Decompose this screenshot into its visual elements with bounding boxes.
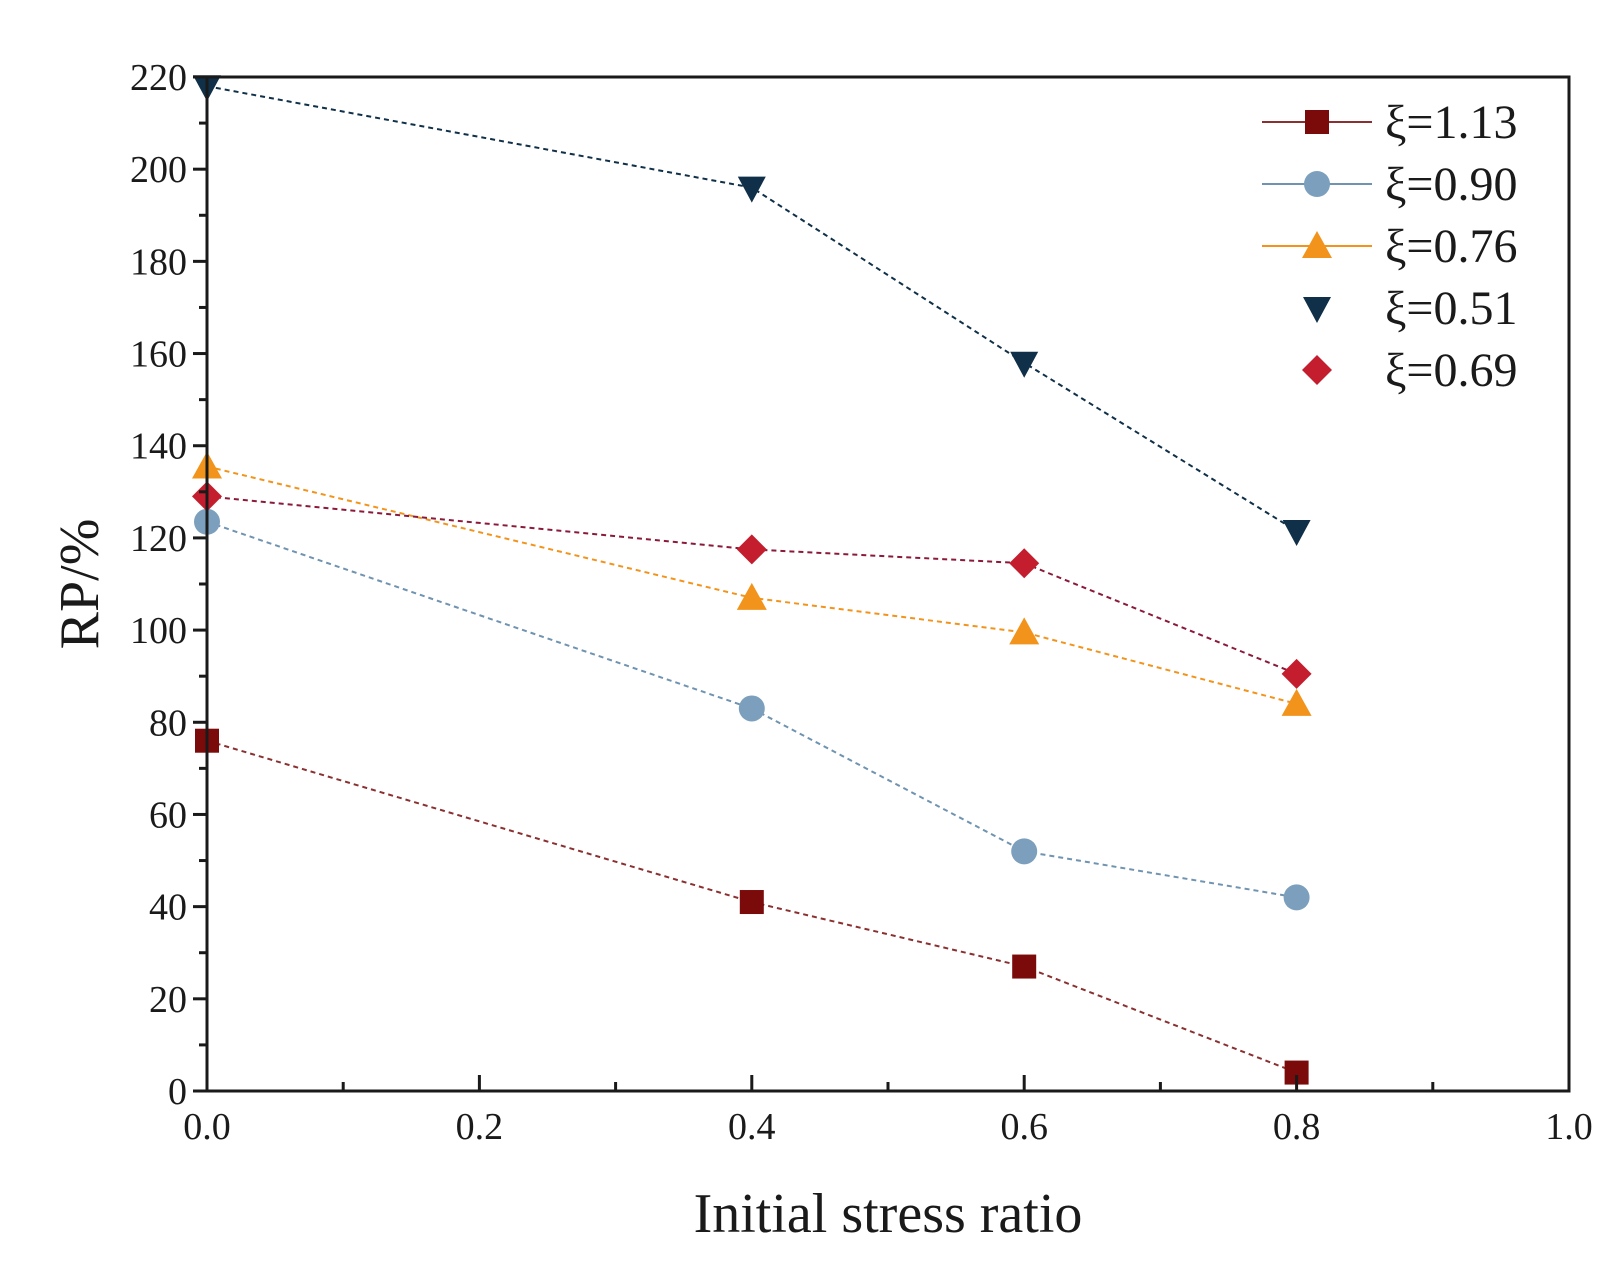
- legend-item: ξ=0.76: [1262, 220, 1517, 273]
- y-tick-label: 0: [168, 1071, 187, 1113]
- series-line: [206, 465, 1297, 705]
- series-line: [206, 495, 1297, 675]
- legend-item: ξ=0.69: [1302, 344, 1517, 397]
- data-point: [1282, 519, 1311, 546]
- y-tick-label: 160: [130, 334, 187, 376]
- y-tick-label: 220: [130, 57, 187, 99]
- legend-item: ξ=1.13: [1262, 96, 1517, 149]
- legend-label: ξ=0.90: [1385, 158, 1517, 211]
- legend-item: ξ=0.90: [1262, 158, 1517, 211]
- legend-label: ξ=0.51: [1385, 282, 1517, 335]
- y-tick-label: 20: [149, 979, 187, 1021]
- x-tick-label: 0.4: [728, 1106, 776, 1148]
- series-1: [195, 728, 1309, 1085]
- series-line: [206, 739, 1297, 1074]
- legend-marker: [1303, 297, 1331, 323]
- data-point: [1281, 658, 1312, 689]
- x-tick-label: 1.0: [1545, 1106, 1593, 1148]
- legend-item: ξ=0.51: [1303, 282, 1517, 335]
- y-tick-label: 180: [130, 241, 187, 283]
- legend-label: ξ=0.69: [1385, 344, 1517, 397]
- y-tick-label: 40: [149, 887, 187, 929]
- data-point: [1012, 954, 1037, 979]
- y-tick-label: 80: [149, 702, 187, 744]
- data-point: [1010, 351, 1039, 378]
- y-tick-label: 60: [149, 794, 187, 836]
- data-point: [739, 890, 764, 915]
- y-tick-label: 200: [130, 149, 187, 191]
- data-point: [736, 534, 767, 565]
- legend-marker: [1305, 110, 1329, 134]
- series-4: [193, 75, 1311, 546]
- y-tick-label: 120: [130, 518, 187, 560]
- series-line: [206, 520, 1297, 899]
- x-axis-label: Initial stress ratio: [694, 1183, 1083, 1245]
- x-tick-label: 0.6: [1000, 1106, 1048, 1148]
- data-point: [1011, 838, 1038, 865]
- x-tick-label: 0.2: [456, 1106, 504, 1148]
- data-point: [738, 695, 765, 722]
- legend-label: ξ=1.13: [1385, 96, 1517, 149]
- series-layer: [192, 75, 1312, 1085]
- legend-label: ξ=0.76: [1385, 220, 1517, 273]
- data-point: [1009, 548, 1040, 579]
- x-tick-label: 0.8: [1273, 1106, 1321, 1148]
- y-tick-label: 100: [130, 610, 187, 652]
- data-point: [1009, 617, 1040, 645]
- data-point: [1281, 688, 1312, 716]
- legend: ξ=1.13 ξ=0.90 ξ=0.76 ξ=0.51 ξ=0.69: [1262, 96, 1517, 397]
- y-axis-label: RP/%: [49, 519, 111, 650]
- legend-marker: [1302, 355, 1332, 385]
- axes-layer: 0.0 0.2 0.4 0.6 0.8 1.0 0 20 40 60 80 100 120 140 160 1…: [130, 57, 1593, 1148]
- legend-marker: [1302, 231, 1332, 258]
- data-point: [737, 176, 766, 203]
- x-tick-label: 0.0: [183, 1106, 231, 1148]
- data-point: [1283, 884, 1310, 911]
- series-2: [194, 508, 1310, 911]
- series-line: [206, 85, 1298, 532]
- y-tick-label: 140: [130, 426, 187, 468]
- data-point: [736, 582, 767, 610]
- series-3: [192, 451, 1312, 716]
- legend-marker: [1304, 171, 1330, 197]
- plot-frame: [205, 75, 1571, 1093]
